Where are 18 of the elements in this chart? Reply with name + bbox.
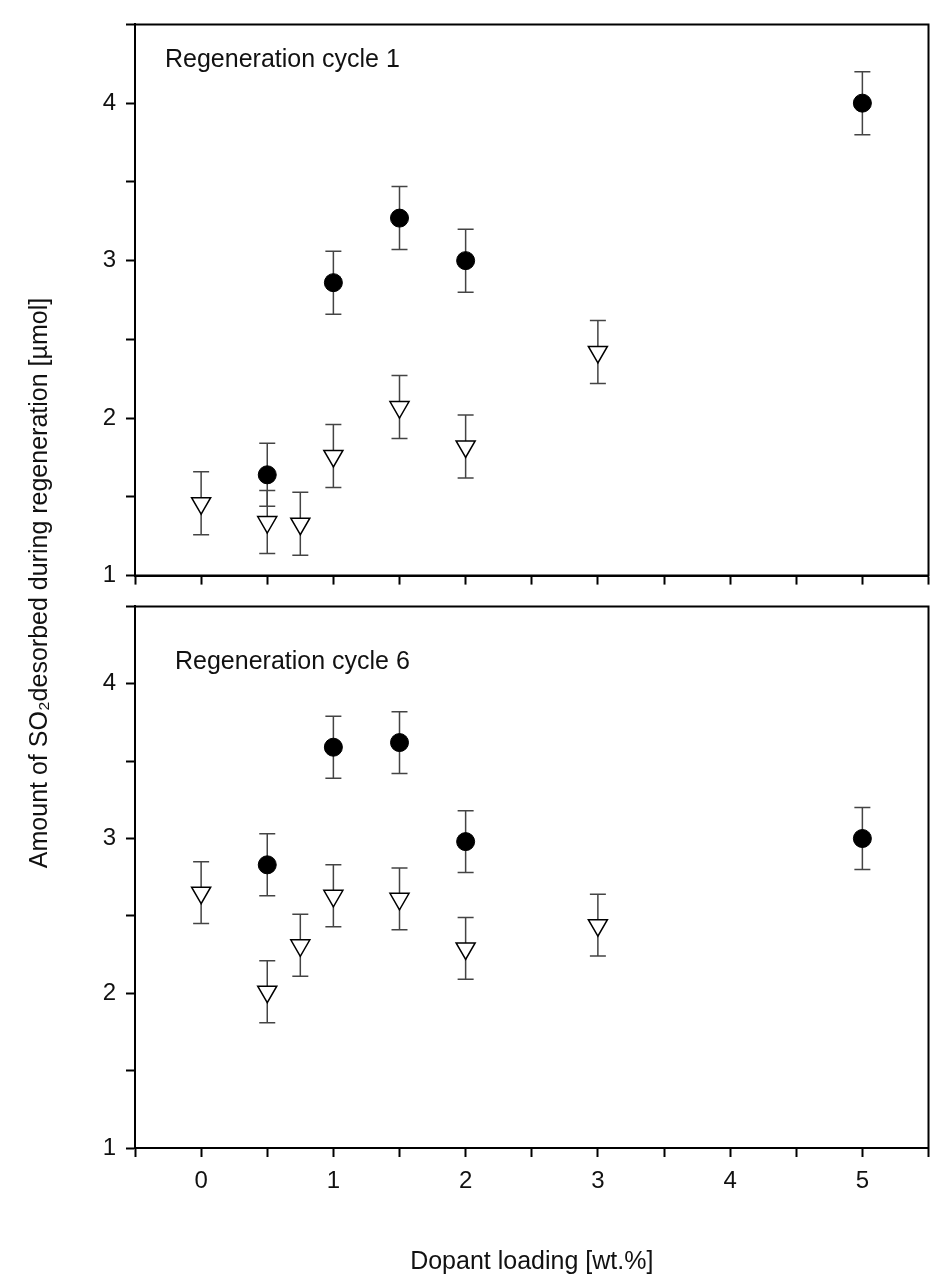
text: Regeneration cycle 6	[175, 646, 410, 675]
x-tick-label: 1	[326, 1166, 341, 1194]
x-tick-label: 0	[194, 1166, 208, 1194]
y-tick-label: 3	[102, 245, 116, 273]
y-tick-label: 1	[102, 1132, 116, 1160]
y-tick-label: 4	[102, 668, 116, 696]
y-tick-label: 1	[102, 560, 116, 588]
y-tick-label: 3	[102, 823, 116, 851]
x-tick-label: 4	[723, 1166, 737, 1194]
y-tick-label: 4	[102, 87, 116, 115]
y-tick-label: 2	[102, 402, 116, 430]
x-tick-label: 3	[591, 1166, 605, 1194]
x-tick-label: 5	[855, 1166, 870, 1194]
y-tick-label: 2	[102, 977, 116, 1005]
x-axis-title: Dopant loading [wt.%]	[410, 1245, 654, 1274]
text: Regeneration cycle 1	[165, 44, 400, 73]
axis-title: Amount of SO₂desorbed during regeneration [µmol]	[23, 297, 53, 869]
x-tick-label: 2	[458, 1166, 473, 1194]
